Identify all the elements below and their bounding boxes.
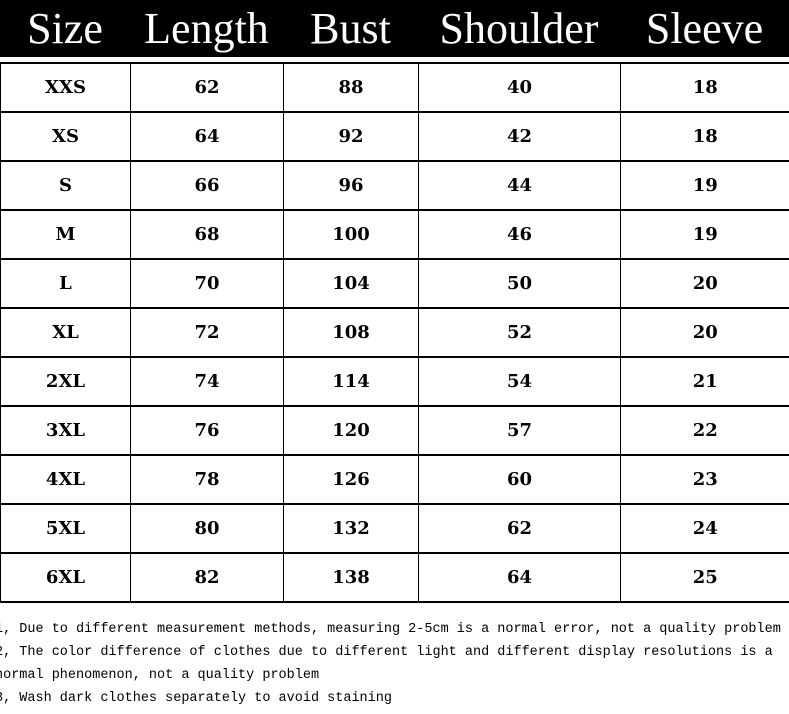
table-row: S 66 96 44 19 (0, 160, 789, 211)
bust-cell: 88 (283, 62, 419, 113)
bust-cell: 132 (283, 503, 419, 554)
sleeve-cell: 19 (620, 160, 789, 211)
shoulder-cell: 57 (418, 405, 621, 456)
length-cell: 82 (130, 552, 284, 603)
size-cell: 2XL (0, 356, 131, 407)
length-cell: 68 (130, 209, 284, 260)
length-cell: 80 (130, 503, 284, 554)
table-row: 6XL 82 138 64 25 (0, 552, 789, 603)
table-row: 3XL 76 120 57 22 (0, 405, 789, 456)
shoulder-cell: 46 (418, 209, 621, 260)
length-cell: 76 (130, 405, 284, 456)
table-row: 5XL 80 132 62 24 (0, 503, 789, 554)
bust-cell: 92 (283, 111, 419, 162)
header-col-bust: Bust (310, 4, 391, 53)
shoulder-cell: 54 (418, 356, 621, 407)
bust-cell: 120 (283, 405, 419, 456)
table-row: 4XL 78 126 60 23 (0, 454, 789, 505)
size-cell: S (0, 160, 131, 211)
sleeve-cell: 18 (620, 62, 789, 113)
sleeve-cell: 21 (620, 356, 789, 407)
length-cell: 72 (130, 307, 284, 358)
note-line: 1, Due to different measurement methods,… (0, 622, 781, 637)
note-line: 2, The color difference of clothes due t… (0, 645, 773, 660)
shoulder-cell: 64 (418, 552, 621, 603)
sleeve-cell: 25 (620, 552, 789, 603)
length-cell: 78 (130, 454, 284, 505)
size-table-container: XXS 62 88 40 18 XS 64 92 42 18 S 66 96 4… (0, 62, 789, 603)
notes: 1, Due to different measurement methods,… (0, 618, 789, 710)
size-cell: L (0, 258, 131, 309)
length-cell: 66 (130, 160, 284, 211)
note-line: 3, Wash dark clothes separately to avoid… (0, 691, 392, 706)
shoulder-cell: 52 (418, 307, 621, 358)
sleeve-cell: 23 (620, 454, 789, 505)
sleeve-cell: 20 (620, 258, 789, 309)
table-row: XS 64 92 42 18 (0, 111, 789, 162)
shoulder-cell: 44 (418, 160, 621, 211)
table-row: M 68 100 46 19 (0, 209, 789, 260)
sleeve-cell: 22 (620, 405, 789, 456)
shoulder-cell: 60 (418, 454, 621, 505)
bust-cell: 104 (283, 258, 419, 309)
shoulder-cell: 50 (418, 258, 621, 309)
sleeve-cell: 19 (620, 209, 789, 260)
table-row: XXS 62 88 40 18 (0, 62, 789, 113)
length-cell: 64 (130, 111, 284, 162)
table-row: XL 72 108 52 20 (0, 307, 789, 358)
bust-cell: 100 (283, 209, 419, 260)
table-row: 2XL 74 114 54 21 (0, 356, 789, 407)
sleeve-cell: 24 (620, 503, 789, 554)
size-cell: 4XL (0, 454, 131, 505)
header-col-length: Length (144, 4, 269, 53)
shoulder-cell: 62 (418, 503, 621, 554)
size-cell: 3XL (0, 405, 131, 456)
length-cell: 74 (130, 356, 284, 407)
bust-cell: 96 (283, 160, 419, 211)
size-table-body: XXS 62 88 40 18 XS 64 92 42 18 S 66 96 4… (0, 62, 789, 603)
size-cell: 5XL (0, 503, 131, 554)
header-col-size: Size (27, 4, 103, 53)
table-row: L 70 104 50 20 (0, 258, 789, 309)
size-cell: M (0, 209, 131, 260)
size-table: XXS 62 88 40 18 XS 64 92 42 18 S 66 96 4… (0, 62, 789, 603)
shoulder-cell: 40 (418, 62, 621, 113)
header-col-shoulder: Shoulder (439, 4, 599, 53)
size-cell: XL (0, 307, 131, 358)
size-cell: XS (0, 111, 131, 162)
length-cell: 62 (130, 62, 284, 113)
bust-cell: 114 (283, 356, 419, 407)
sleeve-cell: 18 (620, 111, 789, 162)
size-cell: XXS (0, 62, 131, 113)
sleeve-cell: 20 (620, 307, 789, 358)
bust-cell: 138 (283, 552, 419, 603)
size-chart-header: Size Length Bust Shoulder Sleeve (0, 0, 789, 57)
note-line: normal phenomenon, not a quality problem (0, 668, 320, 683)
header-col-sleeve: Sleeve (645, 4, 764, 53)
bust-cell: 108 (283, 307, 419, 358)
size-cell: 6XL (0, 552, 131, 603)
shoulder-cell: 42 (418, 111, 621, 162)
length-cell: 70 (130, 258, 284, 309)
bust-cell: 126 (283, 454, 419, 505)
